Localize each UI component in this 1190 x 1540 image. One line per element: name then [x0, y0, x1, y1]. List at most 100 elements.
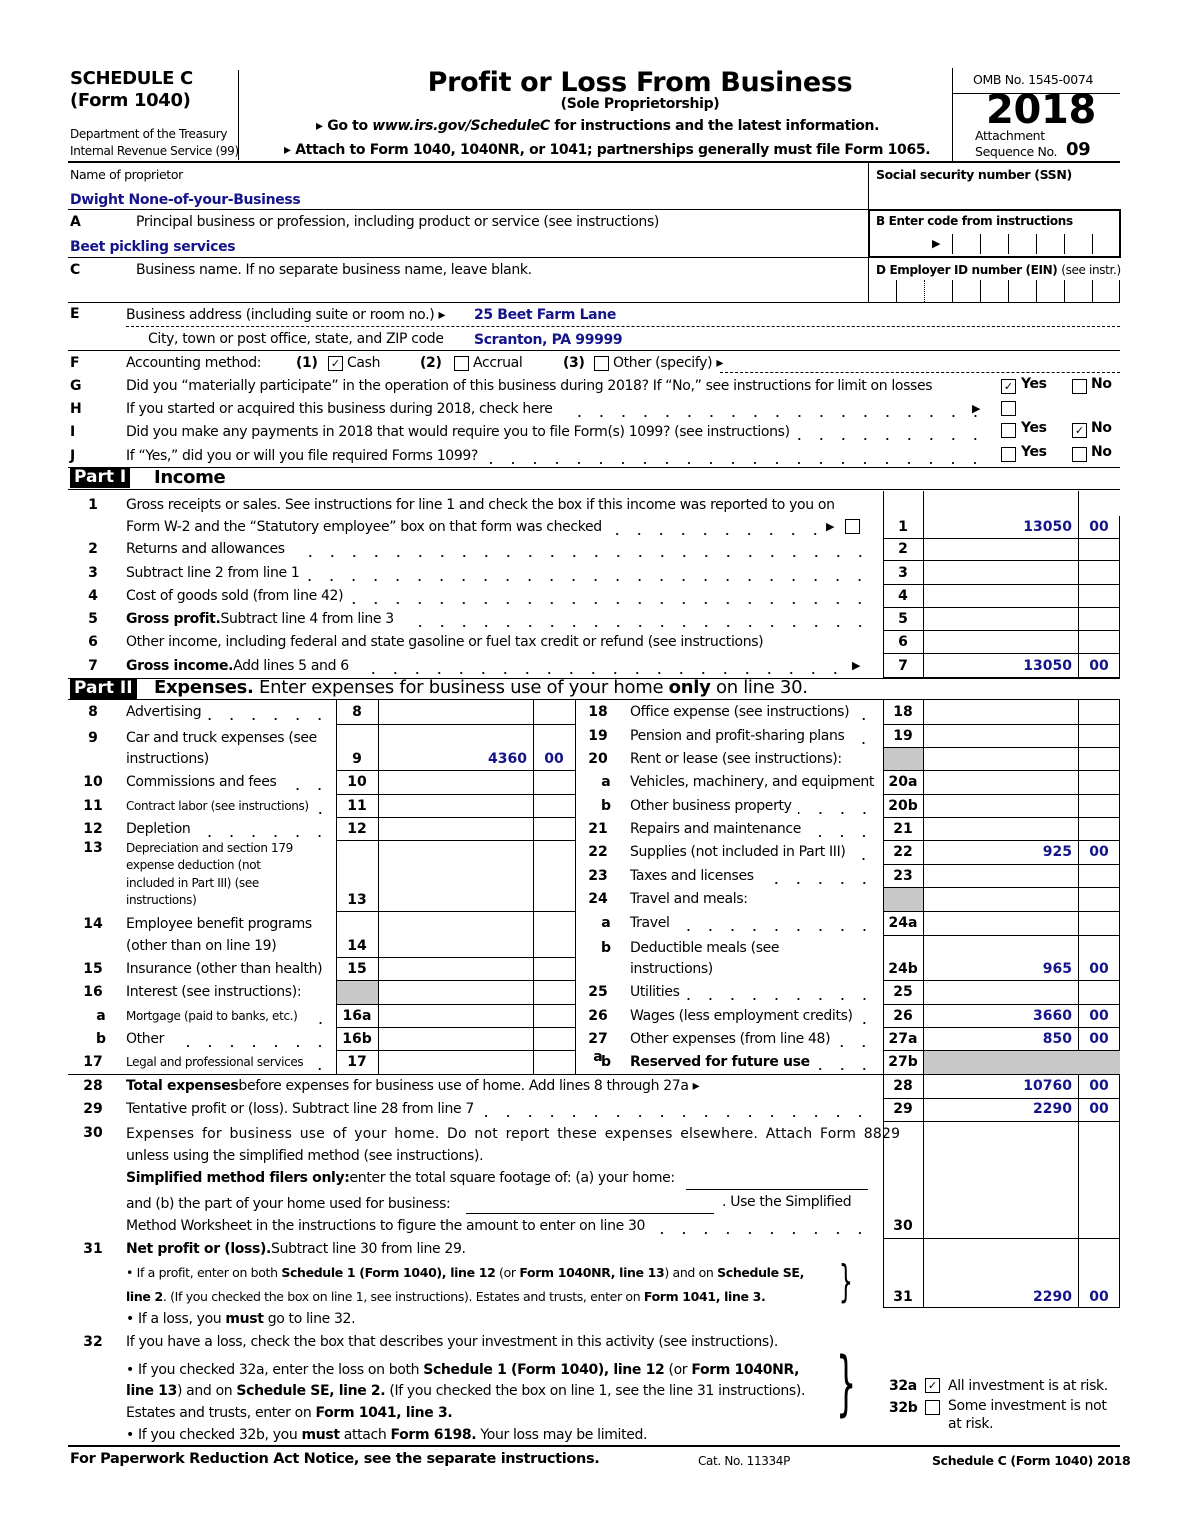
line-number: 15	[83, 961, 103, 977]
goto-text-end: for instructions and the latest informat…	[549, 118, 880, 134]
box-label: 31	[893, 1289, 913, 1305]
line-9-cents[interactable]: 00	[544, 751, 564, 767]
all-at-risk-checkbox[interactable]: ✓	[925, 1378, 940, 1393]
accrual-checkbox[interactable]	[454, 356, 469, 371]
line-24b-amount[interactable]: 965	[1042, 961, 1072, 977]
footer-form-name: Schedule C (Form 1040) 2018	[932, 1453, 1131, 1468]
line-29-cents[interactable]: 00	[1089, 1101, 1109, 1117]
question-j-no-checkbox[interactable]	[1072, 447, 1087, 462]
line-27a-cents[interactable]: 00	[1089, 1031, 1109, 1047]
question-j-yes-checkbox[interactable]	[1001, 447, 1016, 462]
line-18-text: Office expense (see instructions)	[630, 703, 875, 721]
other-method-input[interactable]	[720, 372, 1120, 373]
line-9-text: instructions)	[126, 750, 331, 768]
leader-dots	[797, 801, 875, 815]
statutory-employee-checkbox[interactable]	[845, 519, 860, 534]
leader-dots	[196, 824, 331, 838]
line-24b-cents[interactable]: 00	[1089, 961, 1109, 977]
box-label: 24b	[888, 961, 918, 977]
divider	[923, 699, 924, 1074]
question-i-no-checkbox[interactable]: ✓	[1072, 423, 1087, 438]
line-30-text: . Use the Simplified	[722, 1194, 852, 1210]
label-text: Add lines 5 and 6	[233, 658, 349, 674]
line-26-cents[interactable]: 00	[1089, 1008, 1109, 1024]
yes-label: Yes	[1021, 420, 1047, 436]
label-text: line 13	[126, 1383, 177, 1399]
line-a-letter: A	[70, 214, 81, 230]
divider	[883, 864, 1120, 865]
other-method-checkbox[interactable]	[594, 356, 609, 371]
business-square-footage-input[interactable]	[466, 1213, 714, 1214]
started-business-checkbox[interactable]	[1001, 401, 1016, 416]
question-j: If “Yes,” did you or will you file requi…	[126, 447, 986, 465]
line-22-cents[interactable]: 00	[1089, 844, 1109, 860]
some-not-at-risk-checkbox[interactable]	[925, 1400, 940, 1415]
line-17-text: Legal and professional services	[126, 1053, 331, 1071]
city-state-zip-field[interactable]: Scranton, PA 99999	[474, 332, 623, 348]
question-i-yes-checkbox[interactable]	[1001, 423, 1016, 438]
line-9-amount[interactable]: 4360	[488, 751, 527, 767]
line-32-text: If you have a loss, check the box that d…	[126, 1334, 779, 1350]
line-5-text: Gross profit. Subtract line 4 from line …	[126, 610, 871, 628]
line-22-amount[interactable]: 925	[1042, 844, 1072, 860]
line-number: b	[95, 1031, 107, 1047]
divider	[883, 1121, 1120, 1122]
line-number: a	[601, 915, 611, 931]
divider	[575, 699, 576, 1074]
line-29-amount[interactable]: 2290	[1033, 1101, 1072, 1117]
irs-url-link[interactable]: www.irs.gov/ScheduleC	[372, 118, 550, 134]
line-31-amount[interactable]: 2290	[1033, 1289, 1072, 1305]
line-31-cents[interactable]: 00	[1089, 1289, 1109, 1305]
attachment-label: Attachment	[975, 128, 1045, 143]
no-label: No	[1091, 420, 1112, 436]
line-26-amount[interactable]: 3660	[1033, 1008, 1072, 1024]
line-28-amount[interactable]: 10760	[1023, 1078, 1072, 1094]
box-label: 11	[347, 798, 367, 814]
leader-dots	[858, 1011, 875, 1025]
label-text: Method Worksheet in the instructions to …	[126, 1218, 646, 1234]
leader-dots	[855, 707, 875, 721]
no-label: No	[1091, 444, 1112, 460]
tax-year: 2018	[986, 87, 1096, 133]
line-27a-amount[interactable]: 850	[1042, 1031, 1072, 1047]
line-7-amount[interactable]: 13050	[1023, 658, 1072, 674]
label-text: Taxes and licenses	[630, 868, 754, 884]
line-7-cents[interactable]: 00	[1089, 658, 1109, 674]
label-text: Schedule SE,	[717, 1265, 804, 1280]
divider	[883, 887, 1120, 888]
line-number: 4	[88, 588, 98, 604]
principal-business-field[interactable]: Beet pickling services	[70, 239, 236, 255]
line-1-cents[interactable]: 00	[1089, 519, 1109, 535]
question-g-yes-checkbox[interactable]: ✓	[1001, 379, 1016, 394]
cash-checkbox[interactable]: ✓	[328, 356, 343, 371]
line-20-text: Rent or lease (see instructions):	[630, 750, 875, 768]
home-square-footage-input[interactable]	[686, 1189, 868, 1190]
divider	[336, 957, 575, 958]
divider	[883, 1004, 1120, 1005]
brace-icon: }	[836, 1342, 857, 1424]
box-label: 27a	[888, 1031, 918, 1047]
line-j-letter: J	[70, 448, 75, 464]
proprietor-name-field[interactable]: Dwight None-of-your-Business	[70, 192, 301, 208]
divider	[68, 257, 868, 258]
line-28-cents[interactable]: 00	[1089, 1078, 1109, 1094]
divider	[923, 1074, 924, 1307]
divider	[68, 302, 1120, 303]
cell-divider	[1064, 234, 1065, 254]
check-icon: ✓	[1074, 424, 1085, 437]
line-number: 31	[83, 1241, 103, 1257]
business-address-field[interactable]: 25 Beet Farm Lane	[474, 307, 617, 323]
line-1-amount[interactable]: 13050	[1023, 519, 1072, 535]
divider	[336, 911, 575, 912]
box-label: 15	[347, 961, 367, 977]
divider	[1119, 699, 1120, 1074]
name-label: Name of proprietor	[70, 167, 183, 182]
box-label: 3	[898, 565, 908, 581]
label-text: • If you checked 32a, enter the loss on …	[126, 1362, 424, 1378]
omb-number: OMB No. 1545-0074	[973, 72, 1094, 87]
question-g-no-checkbox[interactable]	[1072, 379, 1087, 394]
box-label: 6	[898, 634, 908, 650]
option-number: (3)	[563, 355, 585, 371]
box-label: 32b	[889, 1400, 918, 1416]
label-text: (or	[664, 1362, 692, 1378]
